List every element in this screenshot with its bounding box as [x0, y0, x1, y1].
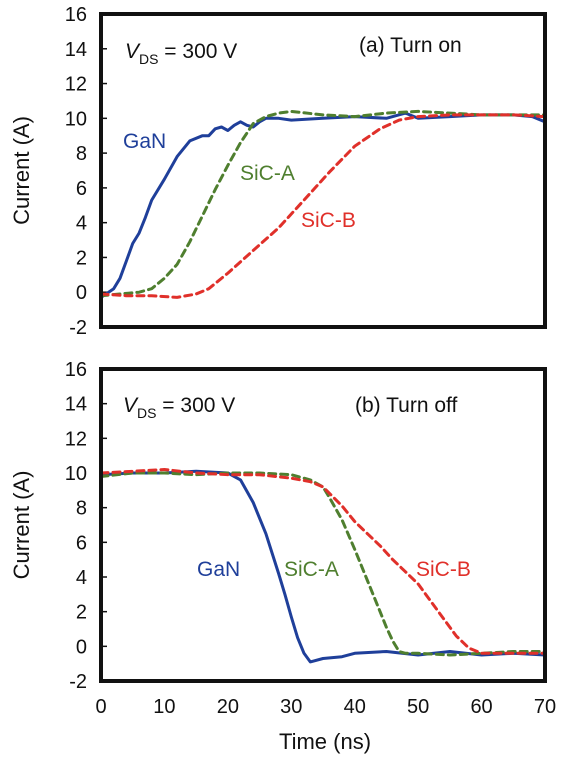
y-tick-label: 12 — [65, 74, 87, 96]
series-label-sic-b: SiC-B — [301, 209, 356, 232]
y-tick-label: 2 — [76, 602, 87, 624]
series-label-sic-a: SiC-A — [284, 558, 339, 581]
panel-annotation: (a) Turn on — [359, 34, 462, 57]
series-line-sic-a — [101, 109, 545, 298]
y-tick-label: 2 — [76, 247, 87, 269]
x-tick-label: 70 — [534, 696, 556, 718]
y-tick-label: 6 — [76, 532, 87, 554]
x-tick-label: 30 — [280, 696, 302, 718]
y-axis-title: Current (A) — [9, 116, 34, 225]
vds-label: VDS = 300 V — [125, 40, 237, 67]
panel-a: 16 14 12 10 8 6 4 2 0 -2 GaN SiC-A SiC-B (a) Turn on V… — [9, 4, 547, 339]
vds-label: VDS = 300 V — [123, 394, 235, 421]
y-tick-label: 10 — [65, 108, 87, 130]
series-line-gan — [101, 111, 545, 299]
y-tick-label: 0 — [76, 636, 87, 658]
y-tick-label: 12 — [65, 428, 87, 450]
series-label-sic-b: SiC-B — [416, 558, 471, 581]
x-tick-label: 50 — [407, 696, 429, 718]
series-line-sic-a — [101, 471, 545, 657]
x-axis-title: Time (ns) — [279, 729, 371, 754]
x-tick-label: 0 — [95, 696, 106, 718]
y-tick-label: 8 — [76, 498, 87, 520]
y-axis-title: Current (A) — [9, 471, 34, 580]
x-tick-label: 40 — [344, 696, 366, 718]
panel-annotation: (b) Turn off — [355, 394, 457, 417]
y-tick-label: 0 — [76, 282, 87, 304]
y-tick-label: 16 — [65, 4, 87, 26]
series-label-gan: GaN — [197, 558, 240, 581]
series-label-sic-a: SiC-A — [240, 162, 295, 185]
x-tick-label: 60 — [470, 696, 492, 718]
y-tick-label: 4 — [76, 567, 87, 589]
y-tick-label: -2 — [69, 671, 87, 693]
y-tick-label: 14 — [65, 39, 87, 61]
plot-frame — [99, 367, 547, 683]
y-tick-label: 14 — [65, 394, 87, 416]
x-tick-label: 10 — [153, 696, 175, 718]
y-tick-label: 8 — [76, 143, 87, 165]
y-tick-label: -2 — [69, 317, 87, 339]
series-line-sic-b — [101, 113, 545, 299]
y-tick-label: 6 — [76, 178, 87, 200]
y-tick-label: 16 — [65, 359, 87, 381]
series-line-sic-b — [101, 468, 545, 655]
y-tick-label: 4 — [76, 213, 87, 235]
series-label-gan: GaN — [123, 130, 166, 153]
x-tick-label: 20 — [217, 696, 239, 718]
y-tick-label: 10 — [65, 463, 87, 485]
plot-frame — [99, 12, 547, 329]
